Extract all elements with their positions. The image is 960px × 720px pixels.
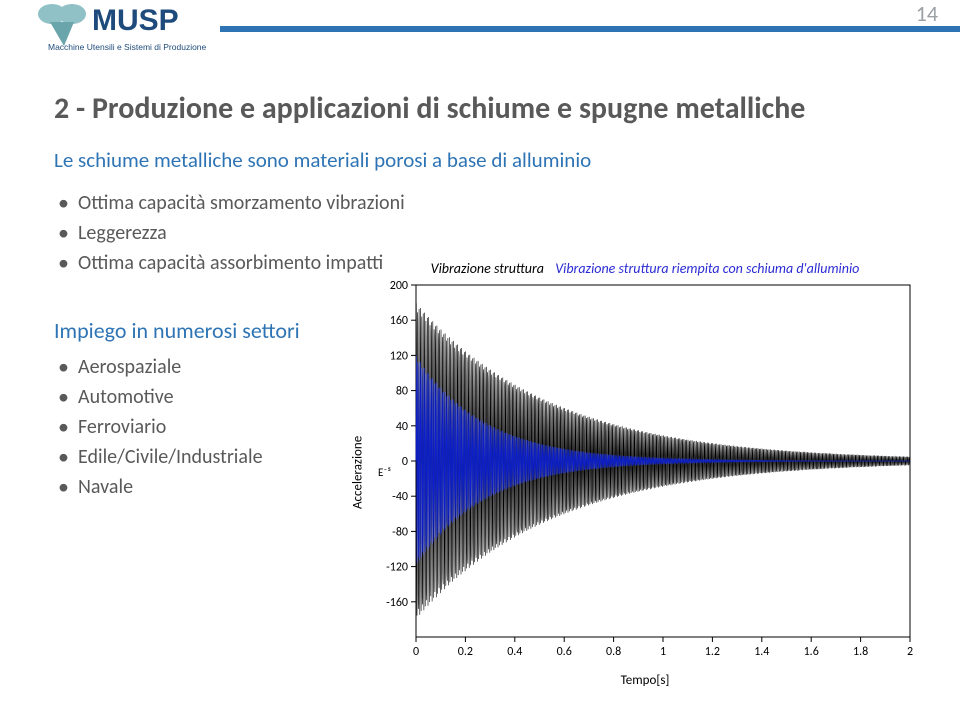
svg-text:-120: -120 [386,561,408,575]
x-axis-label: Tempo[s] [621,673,670,688]
svg-text:0.2: 0.2 [458,645,473,659]
logo-text: MUSP [92,4,179,37]
chart-legend: Vibrazione struttura Vibrazione struttur… [360,260,930,277]
list-item: Leggerezza [58,221,930,245]
svg-text:0: 0 [413,645,419,659]
logo-tagline: Macchine Utensili e Sistemi di Produzion… [48,42,207,52]
header-accent-line [220,26,960,32]
legend-item-a: Vibrazione struttura [431,260,544,277]
svg-text:-160: -160 [386,596,408,610]
legend-item-b: Vibrazione struttura riempita con schium… [555,260,859,277]
list-item: Ottima capacità smorzamento vibrazioni [58,191,930,215]
page-number: 14 [916,0,938,27]
header-bar: MUSP Macchine Utensili e Sistemi di Prod… [0,0,960,72]
sectors-heading: Impiego in numerosi settori [54,317,314,345]
svg-text:1.6: 1.6 [804,645,819,659]
brand-logo: MUSP Macchine Utensili e Sistemi di Prod… [24,0,224,64]
svg-text:0: 0 [402,455,408,469]
svg-text:2: 2 [907,645,913,659]
svg-text:80: 80 [396,385,408,399]
svg-text:0.6: 0.6 [557,645,572,659]
slide-subheading: Le schiume metalliche sono materiali por… [54,147,930,173]
svg-text:-80: -80 [392,525,408,539]
y-axis-exponent: E⁻⁵ [378,466,391,479]
svg-text:0.4: 0.4 [507,645,522,659]
chart-svg: -160 -120 -80 -40 0 40 80 120 160 200 0 0.2 0.4 0.6 0.… [360,279,920,671]
vibration-chart: Vibrazione struttura Vibrazione struttur… [360,260,930,690]
svg-text:160: 160 [390,314,408,328]
svg-text:200: 200 [390,279,408,293]
svg-text:40: 40 [396,420,408,434]
svg-text:-40: -40 [392,490,408,504]
svg-text:1.2: 1.2 [705,645,720,659]
slide-title: 2 - Produzione e applicazioni di schiume… [54,90,930,127]
svg-text:0.8: 0.8 [606,645,621,659]
svg-text:120: 120 [390,349,408,363]
y-axis-label: Accelerazione [351,436,366,509]
svg-text:1: 1 [660,645,666,659]
svg-text:1.8: 1.8 [853,645,868,659]
svg-text:1.4: 1.4 [754,645,769,659]
